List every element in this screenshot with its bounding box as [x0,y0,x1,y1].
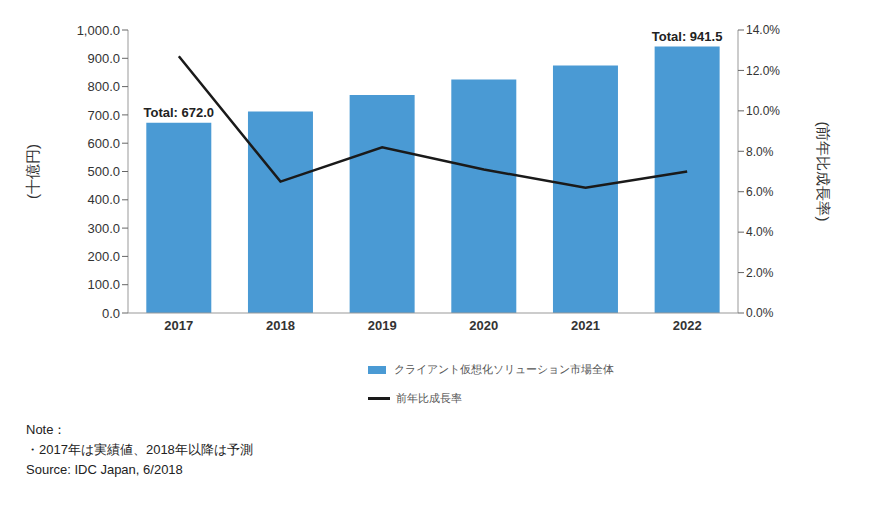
svg-text:2020: 2020 [469,318,498,333]
svg-text:800.0: 800.0 [87,79,120,94]
svg-text:900.0: 900.0 [87,51,120,66]
svg-text:100.0: 100.0 [87,277,120,292]
svg-text:2021: 2021 [571,318,600,333]
svg-text:2022: 2022 [673,318,702,333]
svg-text:Total: 672.0: Total: 672.0 [144,105,215,120]
svg-text:Total: 941.5: Total: 941.5 [652,29,723,44]
svg-text:12.0%: 12.0% [746,64,780,78]
svg-text:8.0%: 8.0% [746,145,774,159]
svg-text:600.0: 600.0 [87,136,120,151]
html-text:Note：: Note： [26,422,67,437]
svg-text:2017: 2017 [164,318,193,333]
svg-text:1,000.0: 1,000.0 [77,23,120,38]
svg-text:0.0: 0.0 [102,306,120,321]
svg-text:300.0: 300.0 [87,221,120,236]
svg-text:2019: 2019 [368,318,397,333]
svg-text:14.0%: 14.0% [746,23,780,37]
svg-text:700.0: 700.0 [87,108,120,123]
html-text:・2017年は実績値、2018年以降は予測: ・2017年は実績値、2018年以降は予測 [26,442,253,457]
svg-text:400.0: 400.0 [87,192,120,207]
svg-text:4.0%: 4.0% [746,225,774,239]
svg-text:(十億円): (十億円) [24,144,41,199]
svg-text:500.0: 500.0 [87,164,120,179]
html-text:前年比成長率: 前年比成長率 [396,392,462,404]
svg-text:0.0%: 0.0% [746,306,774,320]
svg-text:(前年比成長率): (前年比成長率) [815,122,832,222]
html-text:Source: IDC Japan, 6/2018: Source: IDC Japan, 6/2018 [26,462,183,477]
svg-text:200.0: 200.0 [87,249,120,264]
svg-text:6.0%: 6.0% [746,185,774,199]
svg-text:2018: 2018 [266,318,295,333]
svg-text:10.0%: 10.0% [746,104,780,118]
html-text:クライアント仮想化ソリューション市場全体: クライアント仮想化ソリューション市場全体 [394,363,614,375]
svg-text:2.0%: 2.0% [746,266,774,280]
